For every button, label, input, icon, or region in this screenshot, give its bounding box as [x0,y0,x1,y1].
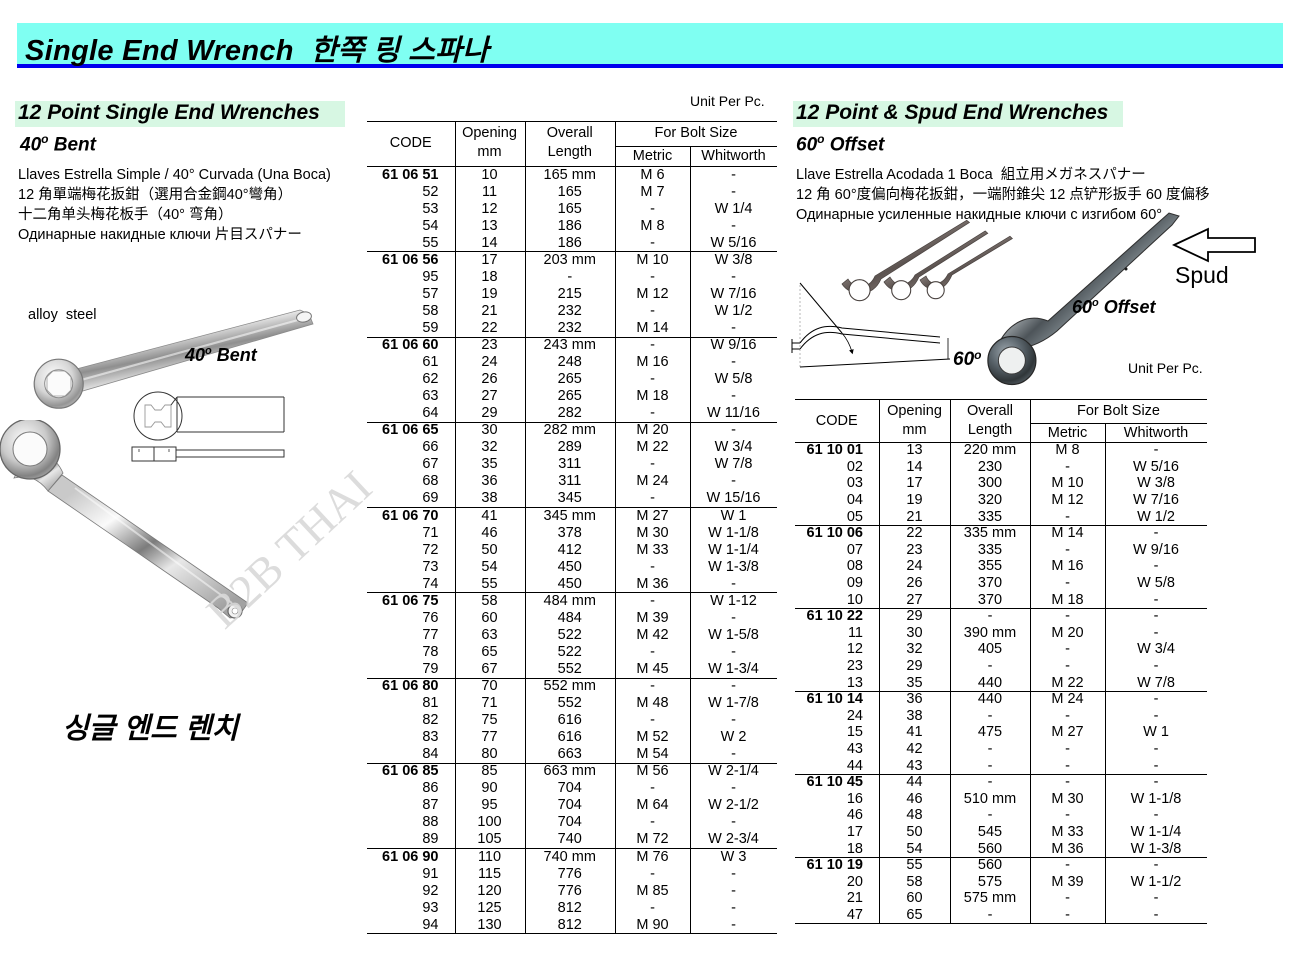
svg-text:60o: 60o [953,348,981,370]
